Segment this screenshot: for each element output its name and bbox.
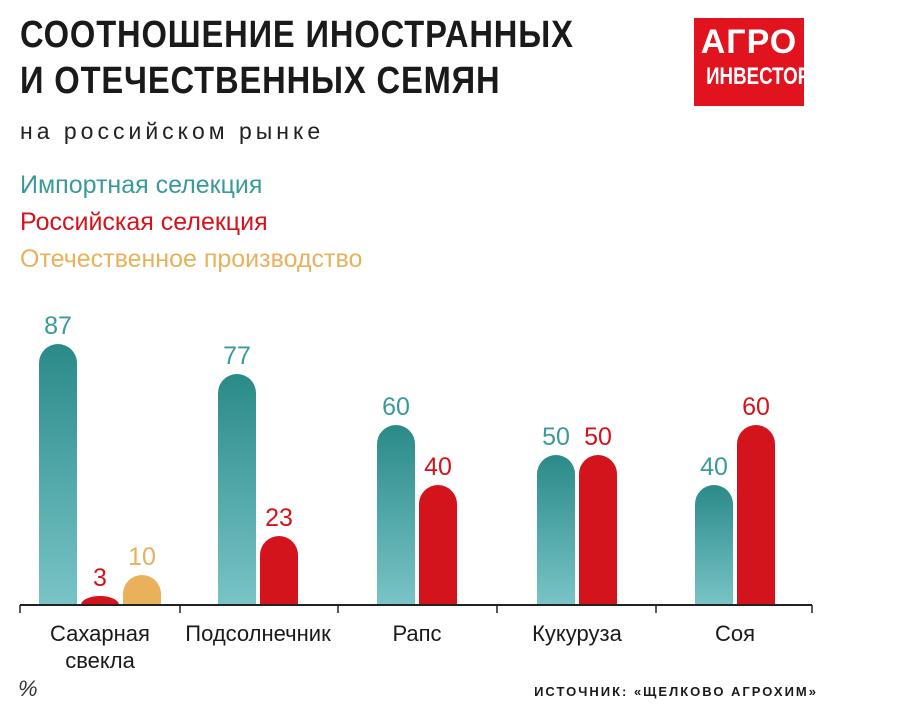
data-label-0-series-0: 87 [44,312,72,340]
data-label-3-series-0: 50 [542,423,570,451]
chart-title: СООТНОШЕНИЕ ИНОСТРАННЫХ И ОТЕЧЕСТВЕННЫХ … [20,12,574,104]
bar-0-series-2 [123,575,161,605]
data-label-1-series-1: 23 [265,504,293,532]
legend-item-domestic: Отечественное производство [20,245,363,273]
title-line-2: И ОТЕЧЕСТВЕННЫХ СЕМЯН [20,60,501,102]
bar-2-series-1 [419,485,457,605]
data-label-3-series-1: 50 [584,423,612,451]
title-line-1: СООТНОШЕНИЕ ИНОСТРАННЫХ [20,14,574,56]
bar-4-series-0 [695,485,733,605]
data-label-0-series-2: 10 [128,543,156,571]
bar-1-series-1 [260,536,298,605]
category-label-0: Сахарная свекла [50,621,150,673]
bar-1-series-0 [218,374,256,605]
agroinvestor-logo: АГРО ИНВЕСТОР [694,18,810,106]
legend-item-russian: Российская селекция [20,208,268,236]
bar-2-series-0 [377,425,415,605]
data-label-2-series-0: 60 [382,393,410,421]
data-label-4-series-1: 60 [742,393,770,421]
data-label-4-series-0: 40 [700,453,728,481]
category-label-4: Соя [715,621,755,646]
category-label-1: Подсолнечник [185,621,331,646]
category-label-3: Кукуруза [532,621,623,646]
source-note: ИСТОЧНИК: «ЩЕЛКОВО АГРОХИМ» [534,684,818,699]
bar-4-series-1 [737,425,775,605]
legend: Импортная селекция Российская селекция О… [20,167,362,278]
logo-line-1: АГРО [700,23,798,61]
bar-3-series-1 [579,455,617,605]
bar-0-series-0 [39,344,77,605]
bar-0-series-1 [81,596,119,605]
data-label-1-series-0: 77 [223,342,251,370]
bar-3-series-0 [537,455,575,605]
category-label-2: Рапс [392,621,441,646]
chart-subtitle: на российском рынке [20,118,325,144]
legend-item-import: Импортная селекция [20,171,263,199]
data-label-0-series-1: 3 [93,564,107,592]
unit-label: % [18,676,38,701]
data-label-2-series-1: 40 [424,453,452,481]
